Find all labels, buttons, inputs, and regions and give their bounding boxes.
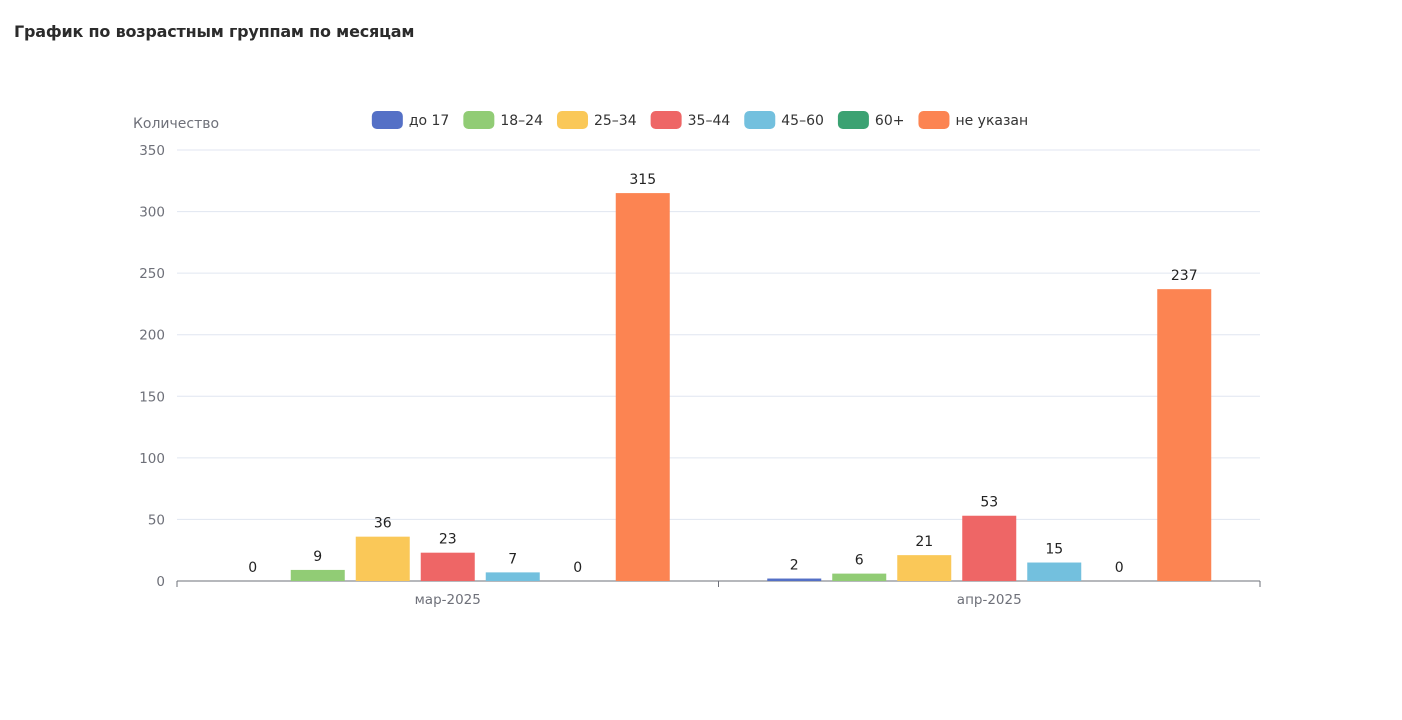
legend-item[interactable]: до 17 [371, 111, 450, 129]
data-label: 23 [439, 532, 457, 548]
bar[interactable] [767, 578, 822, 581]
bar[interactable] [1027, 562, 1082, 581]
page-title: График по возрастным группам по месяцам [14, 22, 415, 41]
bar[interactable] [615, 193, 670, 581]
legend-label: 60+ [875, 113, 905, 129]
data-label: 7 [508, 551, 517, 567]
bar[interactable] [1157, 289, 1212, 581]
legend: до 17 18–24 25–34 35–44 45–60 60+ не указан [371, 111, 1028, 129]
legend-swatch [837, 111, 869, 129]
x-tick-label: мар-2025 [415, 592, 481, 608]
data-label: 6 [855, 553, 864, 569]
legend-label: 25–34 [594, 113, 637, 129]
legend-swatch [463, 111, 495, 129]
legend-swatch [918, 111, 950, 129]
bar[interactable] [290, 569, 345, 581]
legend-label: до 17 [409, 113, 450, 129]
y-tick-label: 350 [139, 143, 165, 159]
legend-label: 35–44 [688, 113, 731, 129]
data-label: 0 [573, 560, 582, 576]
x-tick-label: апр-2025 [957, 592, 1022, 608]
data-label: 9 [313, 549, 322, 565]
bar[interactable] [420, 552, 475, 581]
bar[interactable] [897, 555, 952, 581]
data-label: 53 [980, 495, 998, 511]
data-label: 36 [374, 516, 392, 532]
data-label: 21 [915, 534, 933, 550]
legend-item[interactable]: 25–34 [556, 111, 637, 129]
legend-swatch [744, 111, 776, 129]
bar[interactable] [355, 536, 410, 581]
y-tick-label: 150 [139, 389, 165, 405]
bar[interactable] [832, 573, 887, 581]
data-label: 0 [248, 560, 257, 576]
legend-label: не указан [955, 113, 1028, 129]
legend-item[interactable]: не указан [918, 111, 1028, 129]
bar[interactable] [962, 515, 1017, 581]
bars [290, 193, 1212, 581]
legend-swatch [650, 111, 682, 129]
legend-label: 18–24 [500, 113, 543, 129]
y-tick-label: 250 [139, 266, 165, 282]
y-axis-label: Количество [133, 116, 219, 132]
legend-swatch [371, 111, 403, 129]
legend-item[interactable]: 45–60 [744, 111, 824, 129]
legend-item[interactable]: 60+ [837, 111, 905, 129]
grid-lines [177, 149, 1260, 520]
bar[interactable] [485, 572, 540, 581]
data-label: 237 [1171, 268, 1198, 284]
y-tick-label: 300 [139, 205, 165, 221]
legend-swatch [556, 111, 588, 129]
data-label: 0 [1115, 560, 1124, 576]
legend-item[interactable]: 18–24 [463, 111, 543, 129]
legend-label: 45–60 [781, 113, 824, 129]
data-label: 15 [1045, 542, 1063, 558]
data-label: 315 [629, 172, 656, 188]
legend-item[interactable]: 35–44 [650, 111, 731, 129]
y-tick-label: 0 [156, 574, 165, 590]
y-tick-label: 100 [139, 451, 165, 467]
data-label: 2 [790, 558, 799, 574]
y-tick-label: 50 [148, 512, 165, 528]
y-tick-label: 200 [139, 328, 165, 344]
